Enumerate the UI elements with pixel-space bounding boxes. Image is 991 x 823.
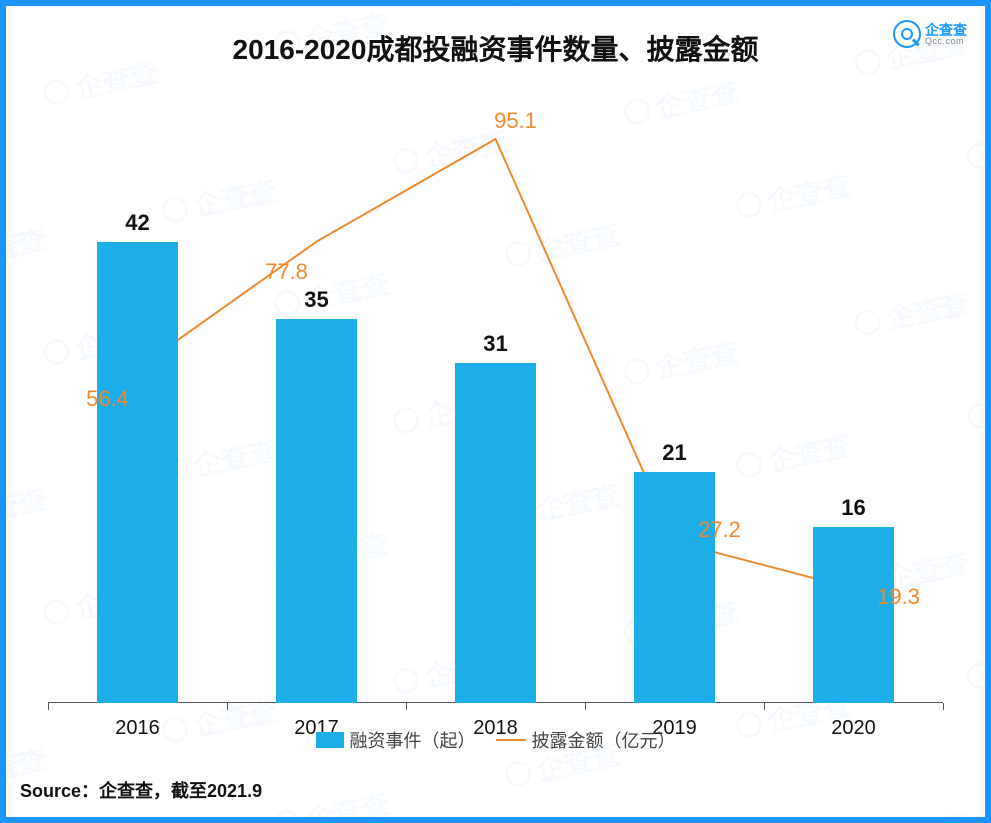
bar-value-label: 31 xyxy=(483,331,507,357)
x-tick xyxy=(943,703,944,710)
bar: 31 xyxy=(455,363,536,703)
bar-value-label: 21 xyxy=(662,440,686,466)
legend-item: 融资事件（起） xyxy=(316,727,476,753)
x-tick xyxy=(48,703,49,710)
legend: 融资事件（起） 披露金额（亿元） xyxy=(0,727,991,753)
chart-title: 2016-2020成都投融资事件数量、披露金额 xyxy=(0,28,991,68)
bar: 35 xyxy=(276,319,357,703)
line-value-label: 56.4 xyxy=(86,386,129,412)
logo-cn: 企查查 xyxy=(925,23,967,37)
legend-label: 披露金额（亿元） xyxy=(532,727,676,753)
x-tick xyxy=(764,703,765,710)
bar: 42 xyxy=(97,242,178,703)
source-note: Source：企查查，截至2021.9 xyxy=(20,777,262,803)
x-tick xyxy=(406,703,407,710)
plot-area: 42201635201731201821201916202056.477.895… xyxy=(48,110,943,703)
legend-swatch-line xyxy=(496,739,526,741)
line-value-label: 27.2 xyxy=(698,517,741,543)
magnifier-icon xyxy=(893,20,921,48)
bar: 16 xyxy=(813,527,894,703)
bar: 21 xyxy=(634,472,715,703)
bar-value-label: 35 xyxy=(304,287,328,313)
x-tick xyxy=(227,703,228,710)
bar-value-label: 16 xyxy=(841,495,865,521)
brand-logo: 企查查 Qcc.com xyxy=(893,20,967,48)
logo-en: Qcc.com xyxy=(925,37,967,46)
legend-label: 融资事件（起） xyxy=(350,727,476,753)
line-value-label: 19.3 xyxy=(877,584,920,610)
bar-value-label: 42 xyxy=(125,210,149,236)
line-value-label: 77.8 xyxy=(265,259,308,285)
legend-item: 披露金额（亿元） xyxy=(496,727,676,753)
x-tick xyxy=(585,703,586,710)
line-value-label: 95.1 xyxy=(494,108,537,134)
legend-swatch-bar xyxy=(316,732,344,748)
